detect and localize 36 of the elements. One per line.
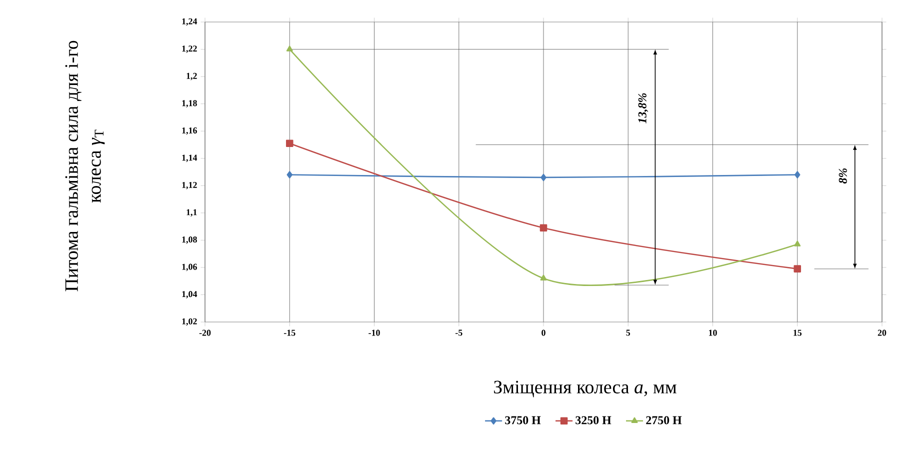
x-tick-label: 0 <box>542 330 546 336</box>
x-tick-label: 10 <box>708 330 717 336</box>
x-tick-label: 20 <box>878 330 886 336</box>
point <box>794 171 800 178</box>
point <box>540 274 547 281</box>
annotation: 8% <box>838 168 847 184</box>
legend-label: 3250 Н <box>576 416 612 424</box>
point <box>286 171 293 178</box>
point <box>540 224 548 232</box>
x-tick-label: -10 <box>368 330 380 336</box>
y-tick-label: 1,16 <box>182 127 197 135</box>
y-tick-label: 1,22 <box>182 46 197 53</box>
y-tick-label: 1,18 <box>182 100 197 108</box>
x-axis-title: Зміщення колеса a, мм <box>494 380 676 398</box>
legend-label: 2750 Н <box>646 416 682 424</box>
x-tick-label: -5 <box>455 330 462 336</box>
y-tick-label: 1,06 <box>182 264 197 272</box>
point <box>794 240 801 246</box>
y-tick-label: 1,02 <box>182 318 197 326</box>
y-tick-label: 1,08 <box>182 236 197 244</box>
y-tick-label: 1,14 <box>182 154 198 162</box>
x-tick-label: 15 <box>794 330 802 336</box>
point <box>286 46 293 52</box>
y-tick-label: 1,04 <box>182 291 198 298</box>
legend-label: 3750 Н <box>505 416 541 424</box>
point <box>286 140 294 147</box>
y-tick-label: 1,2 <box>186 72 197 80</box>
y-tick-label: 1,12 <box>182 182 197 190</box>
y-tick-label: 1,24 <box>182 18 198 26</box>
x-tick-label: 5 <box>626 330 630 336</box>
y-tick-label: 1,1 <box>186 209 197 217</box>
point <box>540 174 546 182</box>
x-tick-label: -15 <box>284 330 296 336</box>
x-tick-label: -20 <box>199 330 211 336</box>
point <box>794 265 802 272</box>
annotation: 13,8% <box>638 93 648 124</box>
